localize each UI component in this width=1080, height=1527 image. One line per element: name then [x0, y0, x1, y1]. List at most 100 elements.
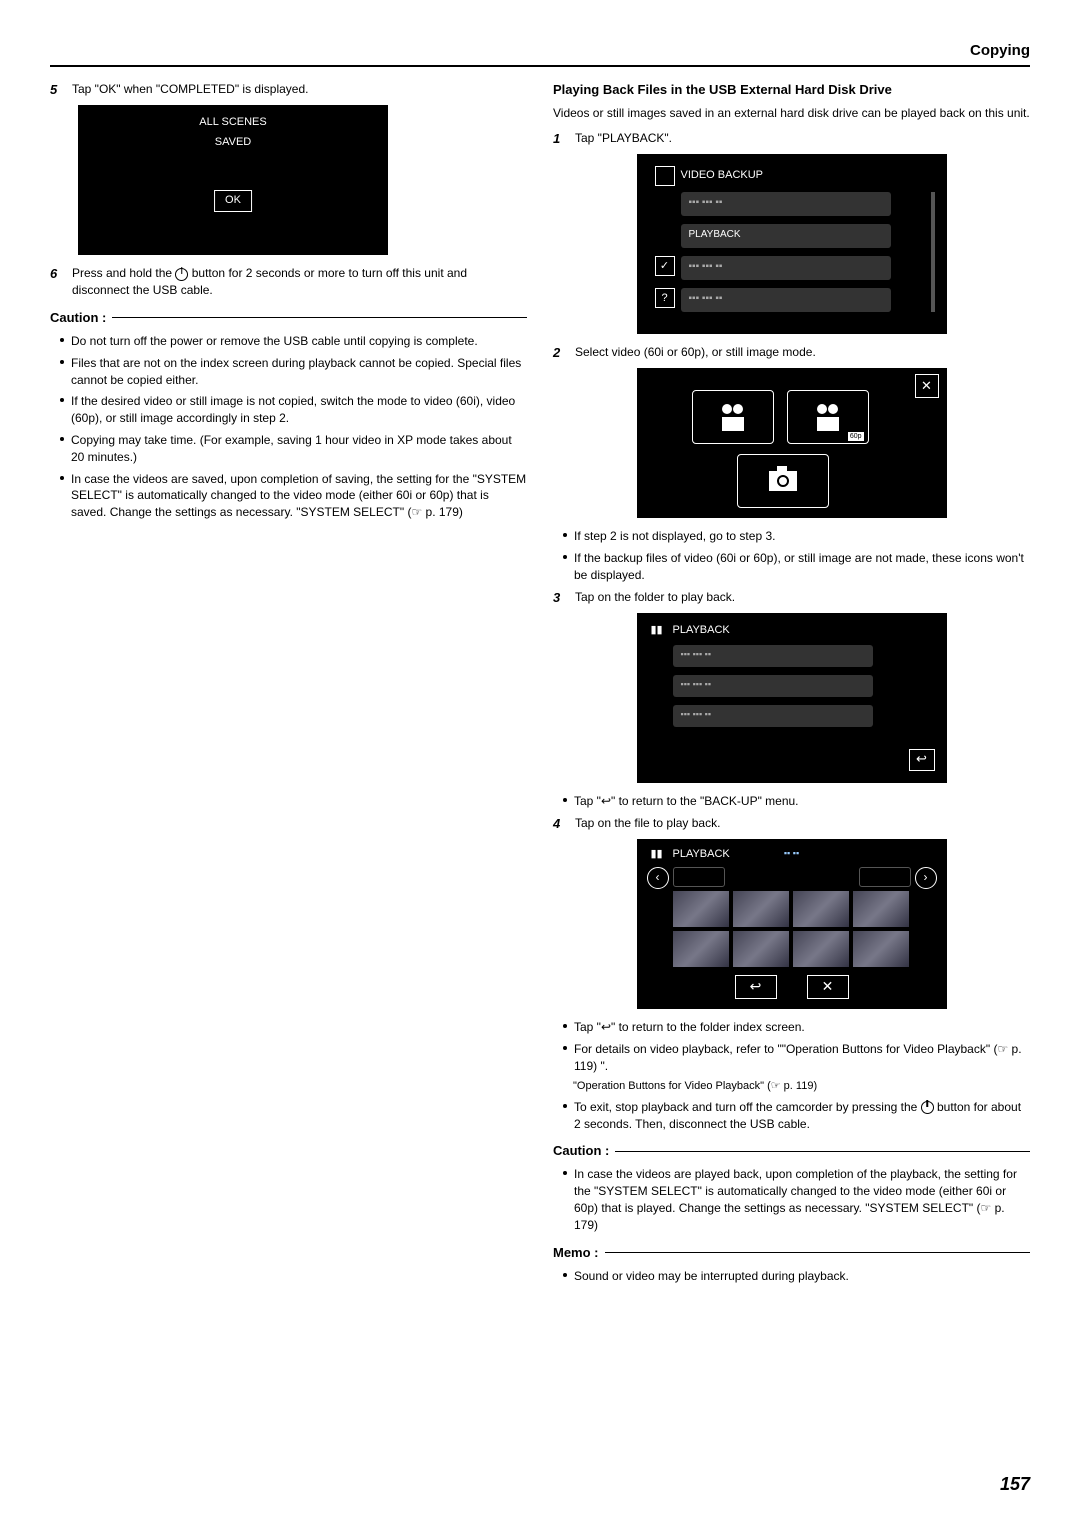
nav-left-icon: ‹ [647, 867, 669, 889]
step-text: Tap on the folder to play back. [575, 589, 1030, 607]
date-display: ▪▪ ▪▪ [784, 847, 799, 860]
screen-text: ALL SCENES [199, 115, 266, 130]
note-item: If step 2 is not displayed, go to step 3… [563, 528, 1030, 545]
back-icon: ↩ [909, 749, 935, 771]
step-5: 5 Tap "OK" when "COMPLETED" is displayed… [50, 81, 527, 99]
screen-title: PLAYBACK [673, 623, 730, 638]
note-item: If the backup files of video (60i or 60p… [563, 550, 1030, 584]
header: Copying [50, 40, 1030, 67]
back-icon: ↩ [735, 975, 777, 999]
screen-title: PLAYBACK [673, 847, 730, 862]
caution-title: Caution : [553, 1142, 609, 1160]
caution-title: Caution : [50, 309, 106, 327]
ok-button: OK [214, 190, 252, 211]
screen-mode-select: ✕ 60p [637, 368, 947, 518]
thumbnail [673, 891, 729, 927]
step-4: 4 Tap on the file to play back. [553, 815, 1030, 833]
columns: 5 Tap "OK" when "COMPLETED" is displayed… [50, 81, 1030, 1290]
caution-list: In case the videos are played back, upon… [563, 1166, 1030, 1233]
memo-header: Memo : [553, 1244, 1030, 1262]
video-60p-mode-icon: 60p [787, 390, 869, 444]
step-text: Tap "PLAYBACK". [575, 130, 1030, 148]
date-box [673, 867, 725, 887]
folder-row: ▪▪▪ ▪▪▪ ▪▪ [673, 675, 873, 697]
still-mode-icon [737, 454, 829, 508]
step-3: 3 Tap on the folder to play back. [553, 589, 1030, 607]
date-box [859, 867, 911, 887]
camera-icon [655, 166, 675, 186]
header-title: Copying [970, 42, 1030, 59]
nav-right-icon: › [915, 867, 937, 889]
section-title: Playing Back Files in the USB External H… [553, 81, 1030, 99]
step-text: Tap "OK" when "COMPLETED" is displayed. [72, 81, 527, 99]
bottom-buttons: ↩ ✕ [735, 975, 849, 999]
note-text-a: To exit, stop playback and turn off the … [574, 1100, 921, 1114]
camera-icon: ▮▮ [651, 847, 663, 862]
left-column: 5 Tap "OK" when "COMPLETED" is displayed… [50, 81, 527, 1290]
thumbnail [733, 891, 789, 927]
close-icon: ✕ [807, 975, 849, 999]
menu-row-playback: PLAYBACK [681, 224, 891, 248]
help-icon: ? [655, 288, 675, 308]
power-icon [921, 1101, 934, 1114]
check-icon: ✓ [655, 256, 675, 276]
menu-row: ▪▪▪ ▪▪▪ ▪▪ [681, 192, 891, 216]
notes-list: Tap "↩" to return to the folder index sc… [563, 1019, 1030, 1074]
step-text: Press and hold the button for 2 seconds … [72, 265, 527, 299]
menu-row: ▪▪▪ ▪▪▪ ▪▪ [681, 288, 891, 312]
step-number: 1 [553, 130, 575, 148]
notes-list: If step 2 is not displayed, go to step 3… [563, 528, 1030, 583]
step-1: 1 Tap "PLAYBACK". [553, 130, 1030, 148]
step-text: Tap on the file to play back. [575, 815, 1030, 833]
caution-item: If the desired video or still image is n… [60, 393, 527, 427]
memo-item: Sound or video may be interrupted during… [563, 1268, 1030, 1285]
badge-60p: 60p [848, 432, 864, 442]
thumbnail [733, 931, 789, 967]
memo-title: Memo : [553, 1244, 599, 1262]
screen-text: SAVED [215, 135, 251, 150]
screen-title: VIDEO BACKUP [681, 168, 764, 183]
step-text-a: Press and hold the [72, 266, 175, 280]
thumbnail [793, 891, 849, 927]
page-number: 157 [1000, 1472, 1030, 1497]
caution-item: Copying may take time. (For example, sav… [60, 432, 527, 466]
folder-row: ▪▪▪ ▪▪▪ ▪▪ [673, 705, 873, 727]
step-number: 4 [553, 815, 575, 833]
step-number: 3 [553, 589, 575, 607]
screen-video-backup: VIDEO BACKUP ▪▪▪ ▪▪▪ ▪▪ PLAYBACK ▪▪▪ ▪▪▪… [637, 154, 947, 334]
step-text: Select video (60i or 60p), or still imag… [575, 344, 1030, 362]
caution-list: Do not turn off the power or remove the … [60, 333, 527, 521]
video-mode-icon [692, 390, 774, 444]
step-number: 5 [50, 81, 72, 99]
intro-text: Videos or still images saved in an exter… [553, 105, 1030, 122]
thumbnail-grid [673, 891, 909, 967]
note-item: Tap "↩" to return to the "BACK-UP" menu. [563, 793, 1030, 810]
caution-header: Caution : [553, 1142, 1030, 1160]
thumbnail [853, 931, 909, 967]
step-number: 2 [553, 344, 575, 362]
power-icon [175, 268, 188, 281]
notes-list: To exit, stop playback and turn off the … [563, 1099, 1030, 1133]
memo-list: Sound or video may be interrupted during… [563, 1268, 1030, 1285]
thumbnail [673, 931, 729, 967]
right-column: Playing Back Files in the USB External H… [553, 81, 1030, 1290]
caution-header: Caution : [50, 309, 527, 327]
thumbnail [853, 891, 909, 927]
step-6: 6 Press and hold the button for 2 second… [50, 265, 527, 299]
scrollbar [931, 192, 935, 312]
note-item: To exit, stop playback and turn off the … [563, 1099, 1030, 1133]
screen-playback-files: ▮▮ PLAYBACK ▪▪ ▪▪ ‹ › ↩ ✕ [637, 839, 947, 1009]
caution-item: Files that are not on the index screen d… [60, 355, 527, 389]
screen-playback-folders: ▮▮ PLAYBACK ▪▪▪ ▪▪▪ ▪▪ ▪▪▪ ▪▪▪ ▪▪ ▪▪▪ ▪▪… [637, 613, 947, 783]
page: Copying 5 Tap "OK" when "COMPLETED" is d… [0, 0, 1080, 1527]
folder-row: ▪▪▪ ▪▪▪ ▪▪ [673, 645, 873, 667]
step-number: 6 [50, 265, 72, 299]
caution-item: In case the videos are played back, upon… [563, 1166, 1030, 1233]
notes-list: Tap "↩" to return to the "BACK-UP" menu. [563, 793, 1030, 810]
reference-link: "Operation Buttons for Video Playback" (… [573, 1079, 1030, 1094]
screen-all-scenes: ALL SCENES SAVED OK [78, 105, 388, 255]
caution-item: Do not turn off the power or remove the … [60, 333, 527, 350]
step-2: 2 Select video (60i or 60p), or still im… [553, 344, 1030, 362]
note-item: Tap "↩" to return to the folder index sc… [563, 1019, 1030, 1036]
camera-icon: ▮▮ [651, 623, 663, 638]
